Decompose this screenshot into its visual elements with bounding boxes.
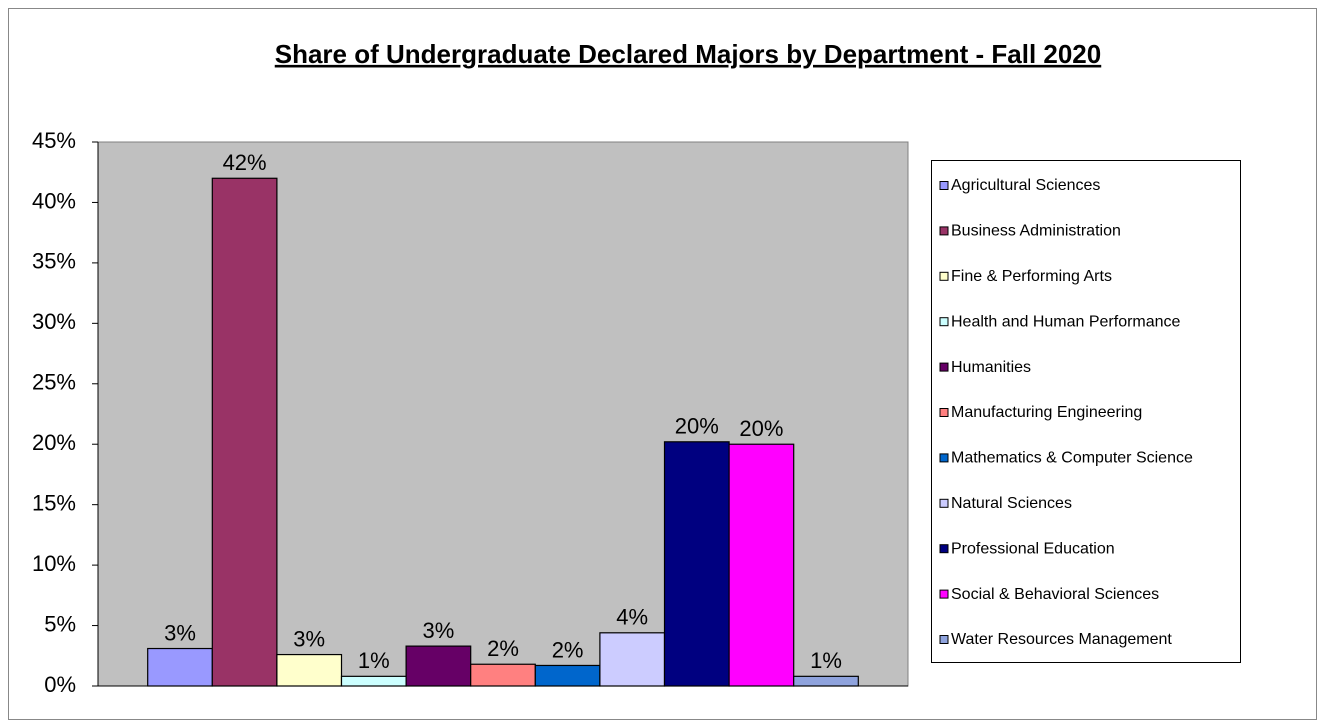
legend-label: Health and Human Performance [951,313,1181,330]
y-tick-label: 35% [32,249,76,274]
data-label: 20% [675,414,719,439]
data-label: 2% [487,636,519,661]
data-label: 20% [739,416,783,441]
legend-swatch [939,453,949,463]
bar [405,645,472,687]
legend-swatch [939,498,949,508]
legend-swatch [939,589,949,599]
bar [793,675,859,687]
data-label: 4% [616,605,648,630]
legend-label: Natural Sciences [951,495,1072,512]
bar [534,664,601,687]
data-label: 1% [810,648,842,673]
legend-label: Agricultural Sciences [951,177,1100,194]
bar [211,177,278,687]
legend-label: Fine & Performing Arts [951,268,1112,285]
data-label: 2% [552,637,584,662]
legend-swatch [939,408,949,417]
legend-swatch [939,362,949,372]
y-tick-label: 10% [32,551,76,576]
legend-label: Manufacturing Engineering [951,404,1142,421]
chart-title: Share of Undergraduate Declared Majors b… [275,39,1101,69]
bar [599,632,666,687]
legend-swatch [939,271,949,281]
data-label: 42% [223,150,267,175]
legend-swatch [939,181,949,190]
legend-swatch [939,635,949,644]
legend-swatch [939,317,949,327]
bar [470,663,536,687]
y-tick-label: 30% [32,309,76,334]
y-tick-label: 15% [32,490,76,515]
data-label: 1% [358,648,390,673]
bar [728,443,795,687]
bar [147,647,213,687]
bar [340,675,407,687]
data-label: 3% [423,618,455,643]
y-tick-label: 25% [32,370,76,395]
bar [663,441,730,687]
legend-swatch [939,544,949,554]
bar [276,653,343,687]
legend-label: Mathematics & Computer Science [951,450,1193,467]
y-tick-label: 45% [32,128,76,153]
legend [931,160,1241,663]
data-label: 3% [293,626,325,651]
y-tick-label: 20% [32,430,76,455]
y-tick-label: 0% [44,672,76,697]
legend-label: Humanities [951,359,1031,376]
legend-label: Business Administration [951,223,1121,240]
legend-label: Water Resources Management [951,631,1172,648]
legend-swatch [939,226,949,236]
legend-label: Professional Education [951,540,1115,557]
y-tick-label: 5% [44,611,76,636]
data-label: 3% [164,620,196,645]
y-tick-label: 40% [32,188,76,213]
legend-label: Social & Behavioral Sciences [951,586,1159,603]
